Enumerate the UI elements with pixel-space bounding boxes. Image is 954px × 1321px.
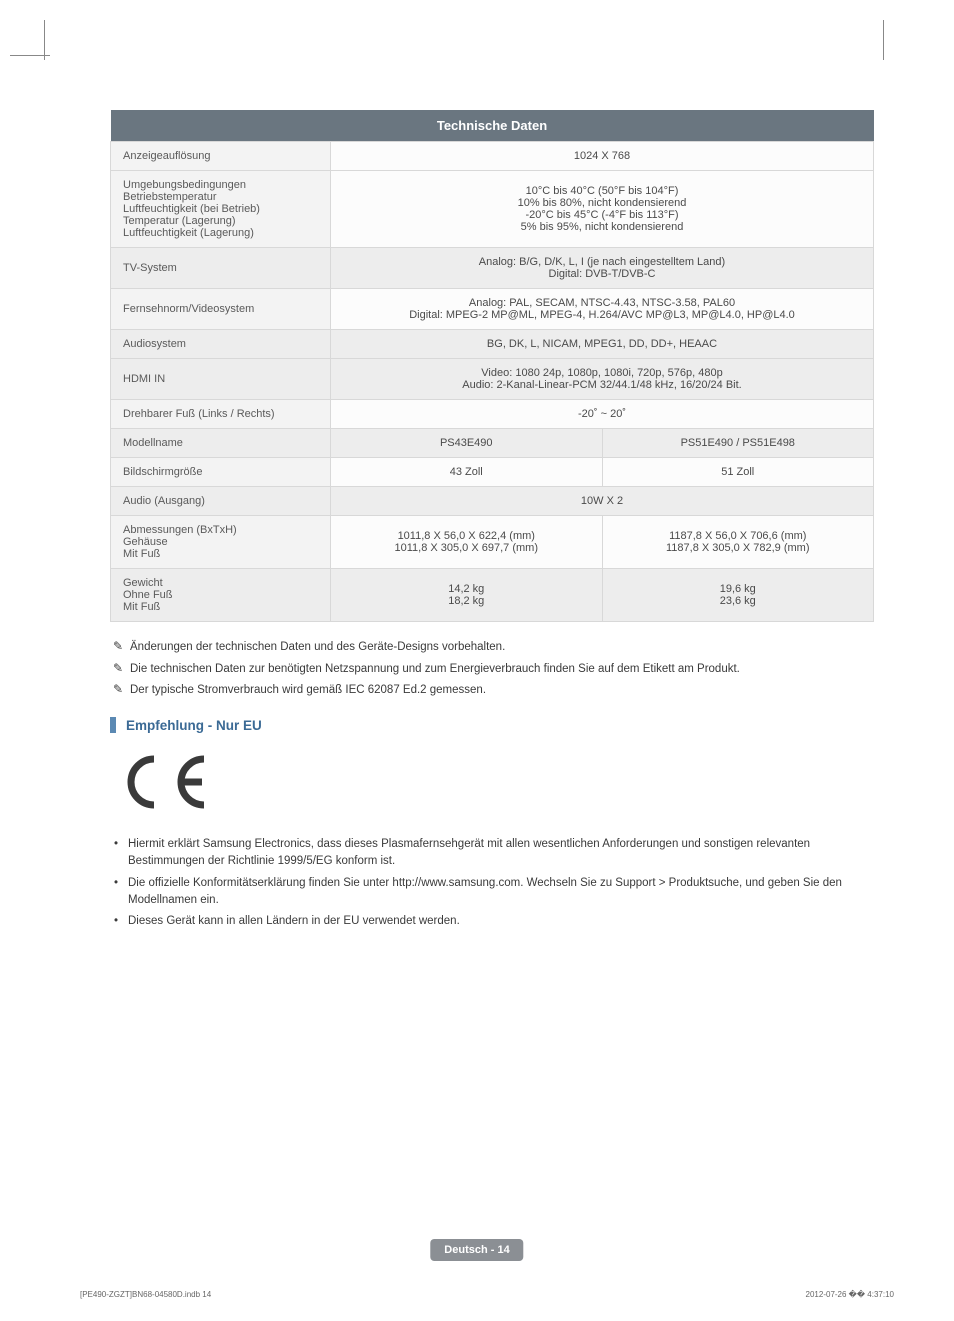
- table-header: Technische Daten: [111, 110, 874, 142]
- spec-table: Technische Daten Anzeigeauflösung1024 X …: [110, 110, 874, 622]
- row-label: Abmessungen (BxTxH)GehäuseMit Fuß: [111, 516, 331, 569]
- table-row: Fernsehnorm/VideosystemAnalog: PAL, SECA…: [111, 289, 874, 330]
- table-row: GewichtOhne FußMit Fuß14,2 kg18,2 kg19,6…: [111, 569, 874, 622]
- row-label: GewichtOhne FußMit Fuß: [111, 569, 331, 622]
- page-root: Technische Daten Anzeigeauflösung1024 X …: [0, 0, 954, 1321]
- crop-mark: [883, 20, 884, 60]
- footer-right-text: 2012-07-26 �� 4:37:10: [806, 1290, 894, 1299]
- table-row: TV-SystemAnalog: B/G, D/K, L, I (je nach…: [111, 248, 874, 289]
- row-value: Analog: PAL, SECAM, NTSC-4.43, NTSC-3.58…: [331, 289, 874, 330]
- row-label: Anzeigeauflösung: [111, 142, 331, 171]
- note-text: Der typische Stromverbrauch wird gemäß I…: [130, 684, 486, 696]
- footer-left-text: [PE490-ZGZT]BN68-04580D.indb 14: [80, 1290, 211, 1299]
- note-line: ✎ Die technischen Daten zur benötigten Ne…: [110, 658, 874, 680]
- row-value: 10W X 2: [331, 487, 874, 516]
- row-label: TV-System: [111, 248, 331, 289]
- table-row: ModellnamePS43E490PS51E490 / PS51E498: [111, 429, 874, 458]
- bullet-item: Hiermit erklärt Samsung Electronics, das…: [110, 836, 874, 871]
- row-value-col1: 1011,8 X 56,0 X 622,4 (mm)1011,8 X 305,0…: [331, 516, 603, 569]
- row-value: Video: 1080 24p, 1080p, 1080i, 720p, 576…: [331, 359, 874, 400]
- row-value-col2: 51 Zoll: [602, 458, 874, 487]
- row-value: Analog: B/G, D/K, L, I (je nach eingeste…: [331, 248, 874, 289]
- row-value: 10°C bis 40°C (50°F bis 104°F)10% bis 80…: [331, 171, 874, 248]
- row-value: -20˚ ~ 20˚: [331, 400, 874, 429]
- note-text: Änderungen der technischen Daten und des…: [130, 641, 505, 653]
- note-icon: ✎: [110, 636, 126, 658]
- table-row: HDMI INVideo: 1080 24p, 1080p, 1080i, 72…: [111, 359, 874, 400]
- section-bar-icon: [110, 717, 116, 733]
- notes-block: ✎ Änderungen der technischen Daten und de…: [110, 636, 874, 701]
- table-row: Anzeigeauflösung1024 X 768: [111, 142, 874, 171]
- row-label: Audio (Ausgang): [111, 487, 331, 516]
- row-value-col1: 14,2 kg18,2 kg: [331, 569, 603, 622]
- row-value-col1: PS43E490: [331, 429, 603, 458]
- bullet-item: Die offizielle Konformitätserklärung fin…: [110, 875, 874, 910]
- crop-mark: [44, 20, 45, 60]
- row-value-col2: 1187,8 X 56,0 X 706,6 (mm)1187,8 X 305,0…: [602, 516, 874, 569]
- section-header: Empfehlung - Nur EU: [110, 717, 874, 733]
- row-label: Drehbarer Fuß (Links / Rechts): [111, 400, 331, 429]
- table-row: Audio (Ausgang)10W X 2: [111, 487, 874, 516]
- table-row: Abmessungen (BxTxH)GehäuseMit Fuß1011,8 …: [111, 516, 874, 569]
- table-row: UmgebungsbedingungenBetriebstemperaturLu…: [111, 171, 874, 248]
- row-label: Bildschirmgröße: [111, 458, 331, 487]
- bullet-item: Dieses Gerät kann in allen Ländern in de…: [110, 913, 874, 930]
- row-label: Fernsehnorm/Videosystem: [111, 289, 331, 330]
- note-text: Die technischen Daten zur benötigten Net…: [130, 663, 740, 675]
- note-line: ✎ Der typische Stromverbrauch wird gemäß …: [110, 679, 874, 701]
- row-label: Audiosystem: [111, 330, 331, 359]
- note-line: ✎ Änderungen der technischen Daten und de…: [110, 636, 874, 658]
- ce-mark-icon: [116, 755, 874, 822]
- table-row: AudiosystemBG, DK, L, NICAM, MPEG1, DD, …: [111, 330, 874, 359]
- footer-page-badge: Deutsch - 14: [430, 1239, 523, 1261]
- row-label: HDMI IN: [111, 359, 331, 400]
- row-value: 1024 X 768: [331, 142, 874, 171]
- table-row: Drehbarer Fuß (Links / Rechts)-20˚ ~ 20˚: [111, 400, 874, 429]
- bullet-list: Hiermit erklärt Samsung Electronics, das…: [110, 836, 874, 930]
- section-title: Empfehlung - Nur EU: [126, 718, 262, 733]
- note-icon: ✎: [110, 658, 126, 680]
- row-value-col2: PS51E490 / PS51E498: [602, 429, 874, 458]
- note-icon: ✎: [110, 679, 126, 701]
- row-label: UmgebungsbedingungenBetriebstemperaturLu…: [111, 171, 331, 248]
- row-value-col2: 19,6 kg23,6 kg: [602, 569, 874, 622]
- table-row: Bildschirmgröße43 Zoll51 Zoll: [111, 458, 874, 487]
- row-value-col1: 43 Zoll: [331, 458, 603, 487]
- row-value: BG, DK, L, NICAM, MPEG1, DD, DD+, HEAAC: [331, 330, 874, 359]
- row-label: Modellname: [111, 429, 331, 458]
- crop-mark: [10, 55, 50, 56]
